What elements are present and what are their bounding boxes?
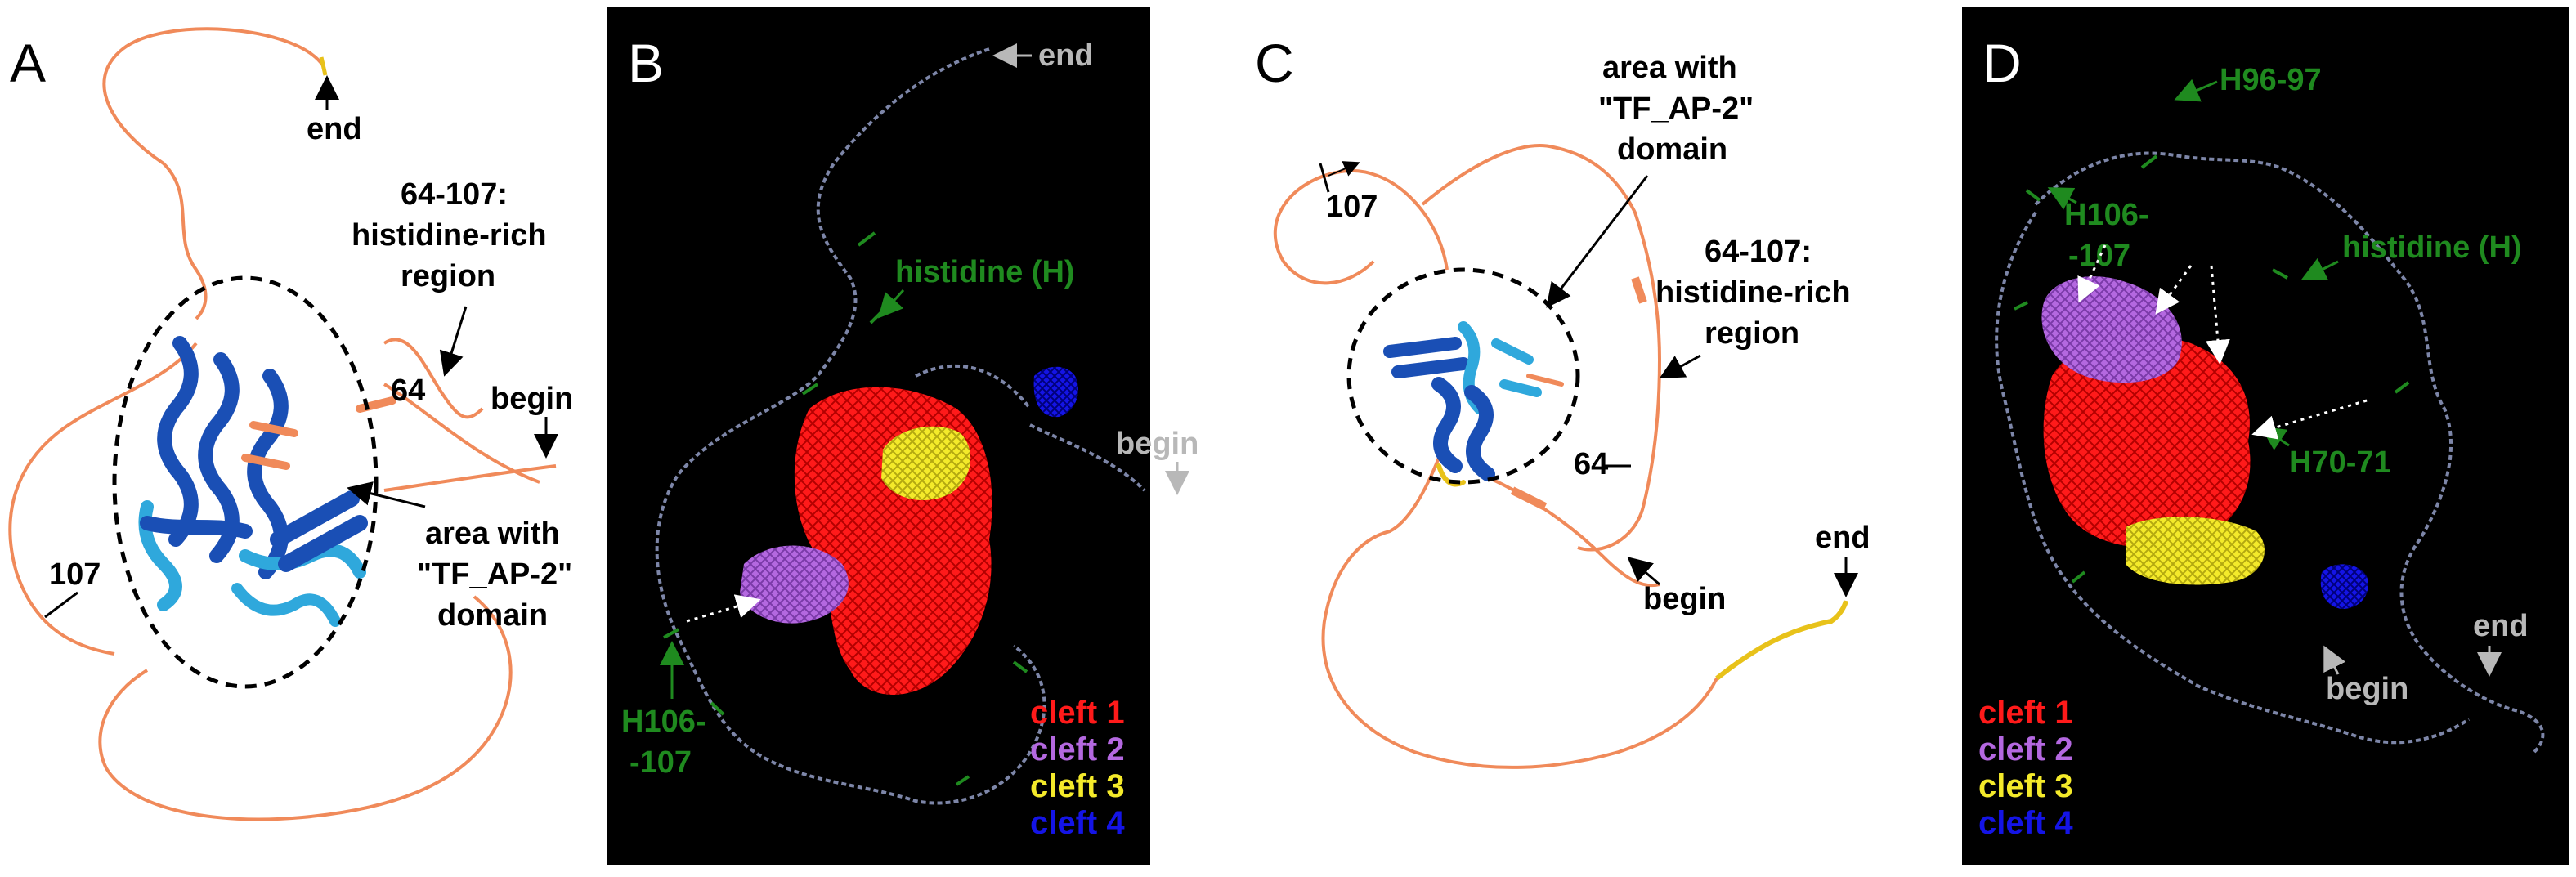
panel-c-region-line3: region (1705, 316, 1799, 351)
panel-d-end-label: end (2473, 609, 2529, 643)
panel-d-legend-cleft2: cleft 2 (1978, 732, 2073, 767)
panel-c: C 107 area with "TF_AP-2" domain 64-107:… (1255, 33, 1870, 769)
panel-c-begin-arrow (1627, 557, 1660, 586)
panel-a-region-line3: region (401, 259, 495, 293)
panel-d-h70-label: H70-71 (2289, 445, 2391, 480)
panel-c-coil (1273, 144, 1718, 769)
panel-a-pos107-tick (44, 591, 78, 619)
panel-c-region-arrow (1659, 354, 1701, 378)
panel-c-helices (1383, 321, 1564, 487)
panel-a-domain-line2: "TF_AP-2" (417, 557, 572, 592)
panel-d-green-sidechains (2014, 154, 2410, 584)
panel-d-begin-label: begin (2326, 672, 2408, 706)
panel-b-end-label: end (1038, 38, 1094, 73)
panel-d-cleft-4 (2320, 564, 2368, 609)
panel-a: A end 64-107: histidine-rich region 64 b… (8, 27, 573, 821)
panel-d: D H96-97 H106- -107 histidine (H) H70-71… (1962, 7, 2569, 865)
panel-a-region-arrow (439, 306, 468, 377)
panel-b-begin-label: begin (1116, 427, 1198, 461)
panel-d-backbone (1995, 151, 2545, 754)
panel-a-pos107-label: 107 (49, 557, 101, 592)
panel-b-cleft-4 (1033, 366, 1078, 418)
panel-d-cleft-3 (2126, 517, 2265, 585)
panel-c-region-line2: histidine-rich (1655, 275, 1851, 310)
panel-c-pos107-label: 107 (1326, 190, 1378, 224)
panel-c-domain-arrow (1546, 175, 1649, 308)
panel-d-legend-cleft4: cleft 4 (1978, 805, 2073, 841)
panel-c-region-line1: 64-107: (1705, 235, 1812, 269)
panel-a-coil (8, 27, 557, 821)
panel-d-h106-line2: -107 (2068, 239, 2130, 273)
panel-a-region-line1: 64-107: (401, 177, 508, 212)
panel-d-begin-arrow (2323, 645, 2346, 675)
panel-d-histidine-label: histidine (H) (2342, 230, 2522, 265)
panel-a-end-label: end (307, 112, 362, 146)
panel-d-letter: D (1982, 33, 2022, 93)
panel-d-dotted-arrows (2077, 244, 2368, 440)
panel-c-pos107-tick (1319, 163, 1330, 193)
panel-b-histidine-label: histidine (H) (895, 255, 1075, 289)
panel-d-legend-cleft3: cleft 3 (1978, 768, 2073, 804)
panel-c-domain-line2: "TF_AP-2" (1598, 92, 1754, 126)
panel-c-letter: C (1255, 33, 1294, 93)
panel-d-legend-cleft1: cleft 1 (1978, 695, 2073, 731)
panel-b-legend-cleft3: cleft 3 (1030, 768, 1125, 804)
panel-b-h106-line1: H106- (621, 705, 706, 739)
panel-c-pos64-label: 64 (1574, 447, 1608, 481)
panel-a-region-line2: histidine-rich (352, 218, 547, 253)
panel-c-domain-line3: domain (1617, 132, 1727, 167)
panel-a-domain-line1: area with (425, 517, 560, 551)
panel-d-h96-label: H96-97 (2220, 63, 2322, 97)
panel-b-cleft-2 (740, 545, 849, 624)
panel-d-h106-line1: H106- (2064, 198, 2149, 232)
panel-a-pos64-label: 64 (391, 374, 425, 408)
panel-b-histidine-arrow (877, 289, 905, 319)
panel-c-coil-thick (1510, 276, 1647, 511)
panel-d-h106-arrow (2047, 187, 2077, 210)
panel-b-cleft-3 (881, 426, 970, 501)
panel-c-end-label: end (1815, 521, 1870, 555)
panel-d-cleft-2 (2041, 276, 2182, 383)
panel-d-h96-arrow (2174, 78, 2218, 102)
panel-a-yellow-tip (319, 56, 328, 76)
panel-a-domain-line3: domain (437, 598, 548, 633)
panel-a-domain-ellipse (112, 275, 379, 689)
panel-b-h106-line2: -107 (629, 745, 692, 780)
panel-b-backbone (655, 47, 1146, 805)
panel-a-letter: A (10, 33, 46, 93)
panel-c-begin-label: begin (1643, 582, 1726, 616)
panel-c-domain-ellipse (1346, 267, 1580, 485)
panel-d-cleft-1 (2043, 335, 2251, 548)
panel-a-helices (138, 336, 396, 627)
panel-b-h106-dotted-arrow (686, 594, 761, 623)
panel-c-pos107-arrow (1328, 161, 1360, 177)
panel-b-legend-cleft2: cleft 2 (1030, 732, 1125, 767)
panel-b-legend-cleft4: cleft 4 (1030, 805, 1125, 841)
panel-a-domain-arrow (347, 481, 426, 508)
panel-c-domain-line1: area with (1602, 51, 1737, 85)
panel-b-letter: B (628, 33, 664, 93)
panel-a-begin-label: begin (491, 382, 573, 416)
panel-b: B end histidine (H) begin H106- -107 cle… (607, 7, 1198, 865)
panel-d-histidine-arrow (2300, 257, 2339, 280)
panel-b-green-sidechains (663, 231, 1028, 786)
panel-b-legend-cleft1: cleft 1 (1030, 695, 1125, 731)
panel-c-yellow-tail (1715, 600, 1848, 681)
